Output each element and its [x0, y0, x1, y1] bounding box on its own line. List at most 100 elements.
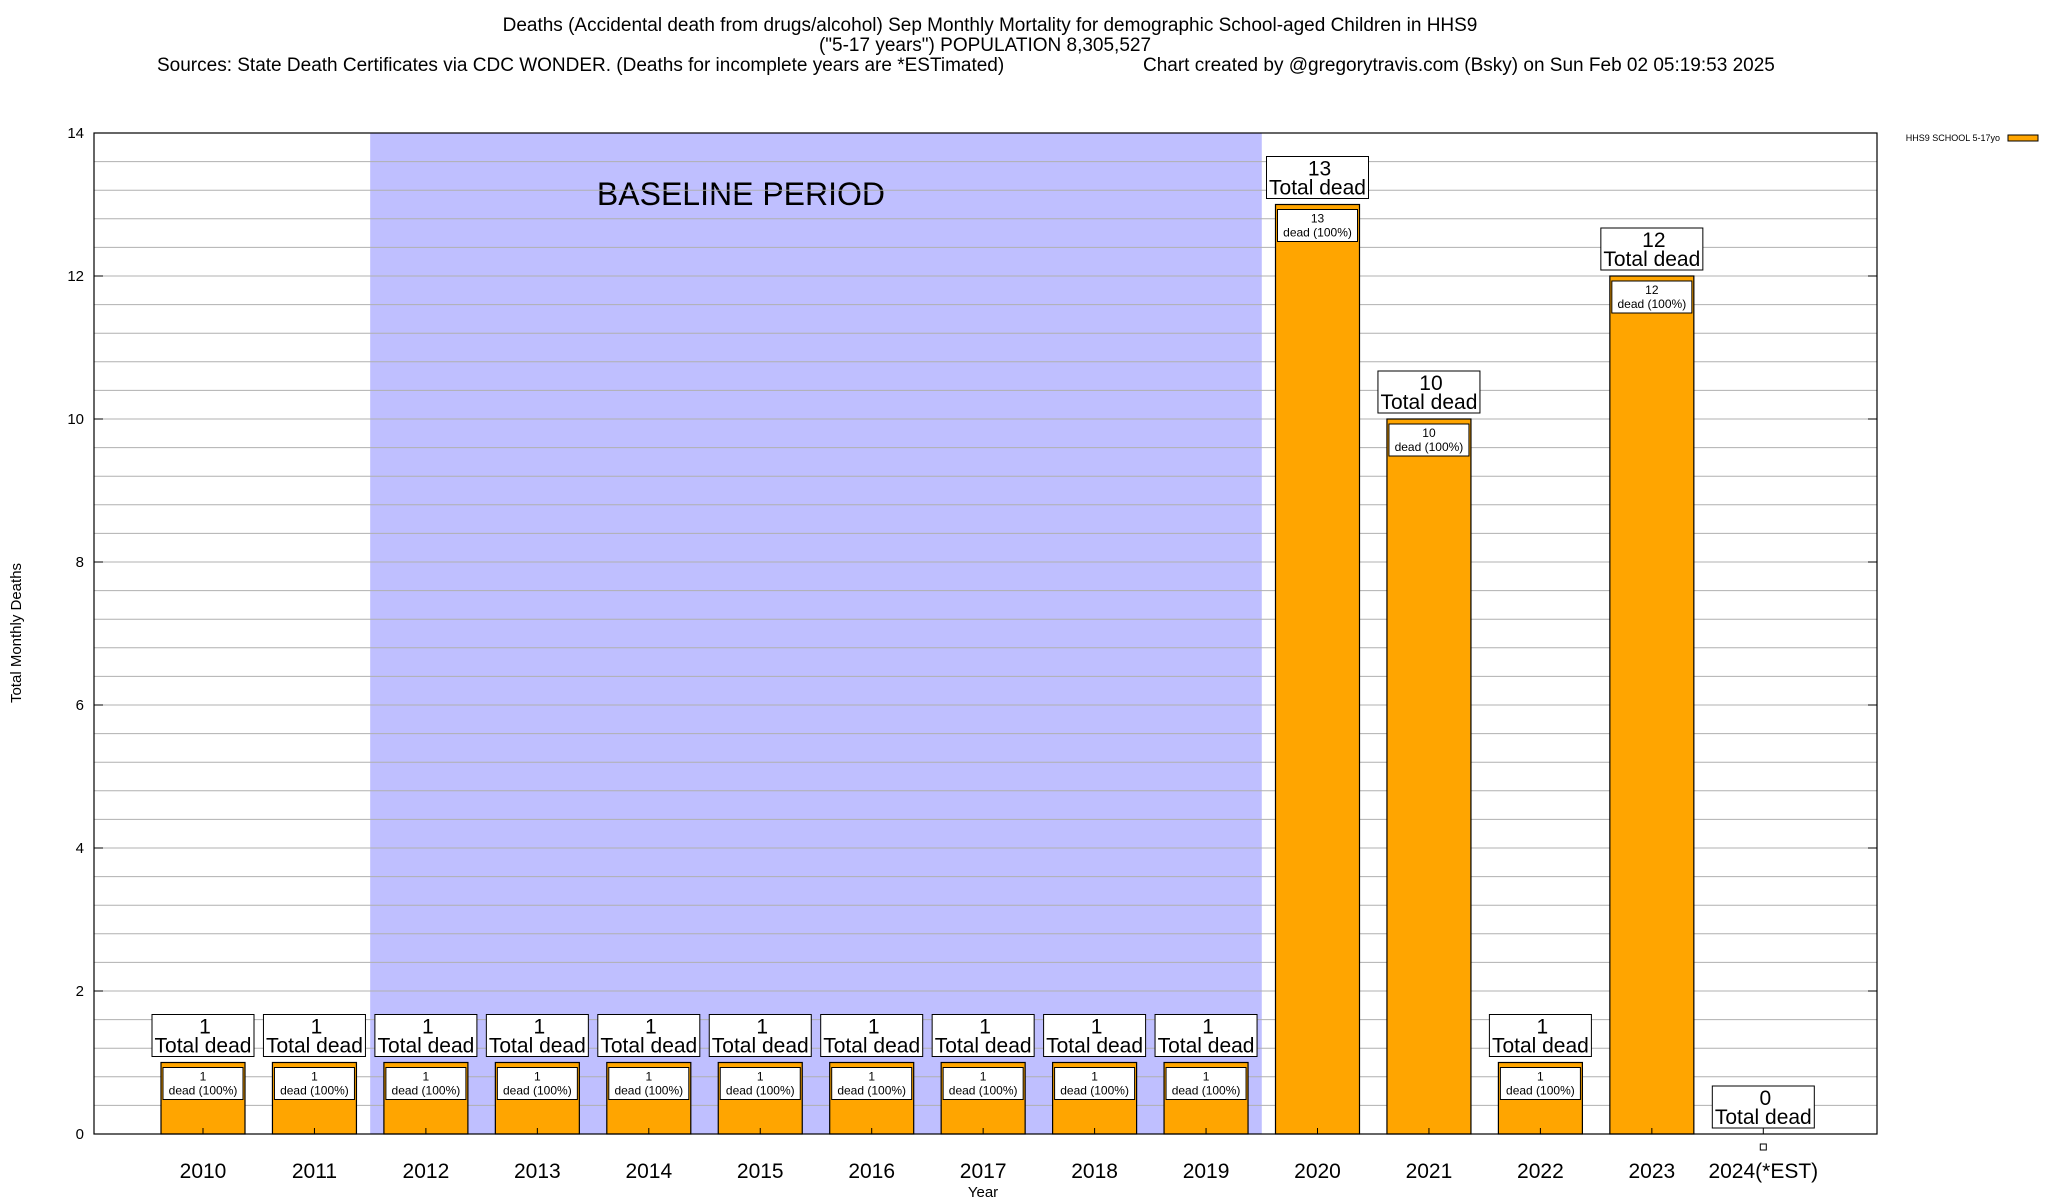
inner-label-count: 1: [1537, 1070, 1544, 1084]
x-tick-label: 2011: [292, 1160, 337, 1183]
y-tick-label: 10: [67, 411, 84, 428]
baseline-period-label: BASELINE PERIOD: [597, 176, 885, 212]
total-label-count: 1: [1537, 1016, 1549, 1039]
total-label-count: 0: [1759, 1087, 1771, 1110]
total-label-count: 1: [756, 1016, 768, 1039]
inner-label-box: [1277, 209, 1358, 242]
inner-label-count: 1: [868, 1070, 875, 1084]
total-label-text: Total dead: [935, 1035, 1032, 1058]
total-label-text: Total dead: [266, 1035, 363, 1058]
total-label-box: [374, 1014, 478, 1057]
x-tick-label: 2023: [1628, 1160, 1675, 1183]
total-label-box: [597, 1014, 701, 1057]
inner-label-text: dead (100%): [1506, 1084, 1575, 1098]
sources-text: Sources: State Death Certificates via CD…: [157, 55, 1004, 76]
inner-label-text: dead (100%): [1283, 226, 1352, 240]
inner-label-count: 1: [980, 1070, 987, 1084]
total-label-text: Total dead: [712, 1035, 809, 1058]
total-label-box: [262, 1014, 366, 1057]
total-label-box: [1154, 1014, 1258, 1057]
inner-label-box: [1054, 1067, 1136, 1100]
inner-label-text: dead (100%): [1172, 1084, 1241, 1098]
inner-label-box: [496, 1067, 578, 1100]
total-label-text: Total dead: [1492, 1035, 1589, 1058]
total-label-count: 1: [422, 1016, 434, 1039]
total-label-text: Total dead: [1046, 1035, 1143, 1058]
inner-label-text: dead (100%): [503, 1084, 572, 1098]
bar-2024(*EST)-marker: [1759, 1143, 1767, 1151]
inner-label-count: 10: [1422, 426, 1436, 440]
total-label-count: 1: [868, 1016, 880, 1039]
inner-label-count: 1: [200, 1070, 207, 1084]
total-label-count: 12: [1642, 229, 1665, 252]
inner-label-text: dead (100%): [1060, 1084, 1129, 1098]
inner-label-count: 1: [311, 1070, 318, 1084]
grid-layer: [94, 161, 1877, 1106]
inner-label-box: [385, 1067, 467, 1100]
inner-label-count: 1: [1091, 1070, 1098, 1084]
x-tick-label: 2024(*EST): [1708, 1160, 1818, 1183]
legend: HHS9 SCHOOL 5-17yo: [1906, 133, 2039, 143]
total-label-text: Total dead: [155, 1035, 252, 1058]
y-tick-label: 6: [76, 697, 84, 714]
title-line-1: Deaths (Accidental death from drugs/alco…: [503, 15, 1478, 36]
total-label-text: Total dead: [1715, 1106, 1812, 1129]
total-label-count: 1: [1091, 1016, 1103, 1039]
total-label-box: [1043, 1014, 1147, 1057]
inner-label-box: [1499, 1067, 1581, 1100]
inner-label-box: [831, 1067, 913, 1100]
total-label-count: 10: [1419, 372, 1442, 395]
x-tick-label: 2016: [848, 1160, 895, 1183]
inner-label-text: dead (100%): [726, 1084, 795, 1098]
inner-label-text: dead (100%): [392, 1084, 461, 1098]
y-tick-label: 8: [76, 554, 84, 571]
y-tick-label: 12: [67, 268, 84, 285]
legend-swatch: [2007, 134, 2039, 142]
x-tick-label: 2010: [180, 1160, 227, 1183]
legend-label: HHS9 SCHOOL 5-17yo: [1906, 133, 2000, 143]
x-tick-label: 2015: [737, 1160, 784, 1183]
y-tick-label: 4: [76, 840, 84, 857]
inner-label-count: 1: [1203, 1070, 1210, 1084]
inner-label-text: dead (100%): [280, 1084, 349, 1098]
inner-label-box: [1165, 1067, 1247, 1100]
baseline-period-layer: BASELINE PERIOD: [370, 133, 1262, 1134]
inner-label-box: [1388, 423, 1470, 457]
x-tick-label: 2017: [960, 1160, 1007, 1183]
x-tick-label: 2019: [1183, 1160, 1230, 1183]
total-label-box: [151, 1014, 255, 1057]
total-label-box: [1600, 227, 1704, 271]
total-label-text: Total dead: [377, 1035, 474, 1058]
inner-label-count: 1: [423, 1070, 430, 1084]
total-label-box: [931, 1014, 1035, 1057]
total-label-count: 1: [645, 1016, 657, 1039]
inner-label-text: dead (100%): [614, 1084, 683, 1098]
total-label-text: Total dead: [600, 1035, 697, 1058]
total-label-box: [820, 1014, 924, 1057]
inner-label-text: dead (100%): [169, 1084, 238, 1098]
inner-label-box: [719, 1067, 801, 1100]
total-label-count: 13: [1308, 158, 1331, 181]
x-tick-label: 2012: [403, 1160, 450, 1183]
total-label-box: [708, 1014, 812, 1057]
total-label-box: [1377, 370, 1481, 414]
y-axis-label: Total Monthly Deaths: [8, 563, 25, 703]
total-label-box: [1711, 1085, 1815, 1129]
bar-2023: [1609, 275, 1695, 1135]
bar-2021: [1386, 418, 1472, 1135]
total-label-text: Total dead: [489, 1035, 586, 1058]
total-label-count: 1: [1202, 1016, 1214, 1039]
chart-title: Deaths (Accidental death from drugs/alco…: [157, 15, 1775, 76]
inner-label-box: [608, 1067, 690, 1100]
plot-frame: [93, 132, 1878, 1135]
inner-label-count: 1: [757, 1070, 764, 1084]
x-tick-label: 2018: [1071, 1160, 1118, 1183]
total-label-count: 1: [199, 1016, 211, 1039]
x-tick-label: 2022: [1517, 1160, 1564, 1183]
x-tick-label: 2020: [1294, 1160, 1341, 1183]
total-label-text: Total dead: [1380, 391, 1477, 414]
total-label-text: Total dead: [823, 1035, 920, 1058]
